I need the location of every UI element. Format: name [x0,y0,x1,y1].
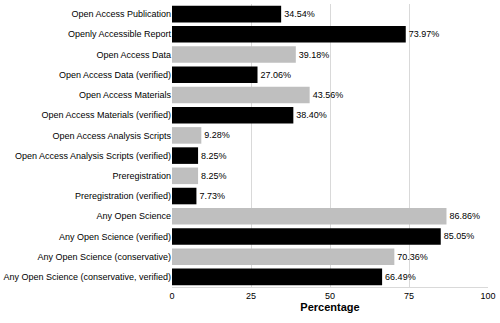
svg-text:Open Access Analysis Scripts: Open Access Analysis Scripts [52,131,171,141]
svg-text:Any Open Science (conservative: Any Open Science (conservative, verified… [3,272,171,282]
svg-text:Any Open Science (verified): Any Open Science (verified) [59,232,171,242]
svg-text:73.97%: 73.97% [409,29,440,39]
svg-text:100: 100 [480,291,495,301]
svg-text:9.28%: 9.28% [204,130,230,140]
svg-text:25: 25 [246,291,256,301]
svg-text:43.56%: 43.56% [313,90,344,100]
svg-text:Open Access Analysis Scripts (: Open Access Analysis Scripts (verified) [15,151,171,161]
svg-text:85.05%: 85.05% [444,231,475,241]
svg-text:27.06%: 27.06% [261,70,292,80]
svg-text:Open Access Data: Open Access Data [96,50,171,60]
svg-text:Percentage: Percentage [300,301,359,313]
svg-text:Any Open Science: Any Open Science [96,211,171,221]
svg-text:0: 0 [169,291,174,301]
svg-text:Any Open Science (conservative: Any Open Science (conservative) [37,252,171,262]
svg-text:Preregistration: Preregistration [112,171,171,181]
svg-text:8.25%: 8.25% [201,151,227,161]
svg-text:Open Access Materials: Open Access Materials [79,90,172,100]
svg-text:Openly Accessible Report: Openly Accessible Report [68,29,172,39]
svg-text:Open Access Data (verified): Open Access Data (verified) [59,70,171,80]
svg-text:8.25%: 8.25% [201,171,227,181]
svg-text:34.54%: 34.54% [284,9,315,19]
svg-text:Open Access Publication: Open Access Publication [71,9,171,19]
svg-text:Preregistration (verified): Preregistration (verified) [75,191,171,201]
svg-text:39.18%: 39.18% [299,50,330,60]
svg-text:Open Access Materials (verifie: Open Access Materials (verified) [41,110,171,120]
svg-text:50: 50 [325,291,335,301]
svg-text:7.73%: 7.73% [199,191,225,201]
svg-text:86.86%: 86.86% [449,211,480,221]
svg-text:75: 75 [404,291,414,301]
svg-text:70.36%: 70.36% [397,252,428,262]
svg-text:66.49%: 66.49% [385,272,416,282]
svg-text:38.40%: 38.40% [296,110,327,120]
